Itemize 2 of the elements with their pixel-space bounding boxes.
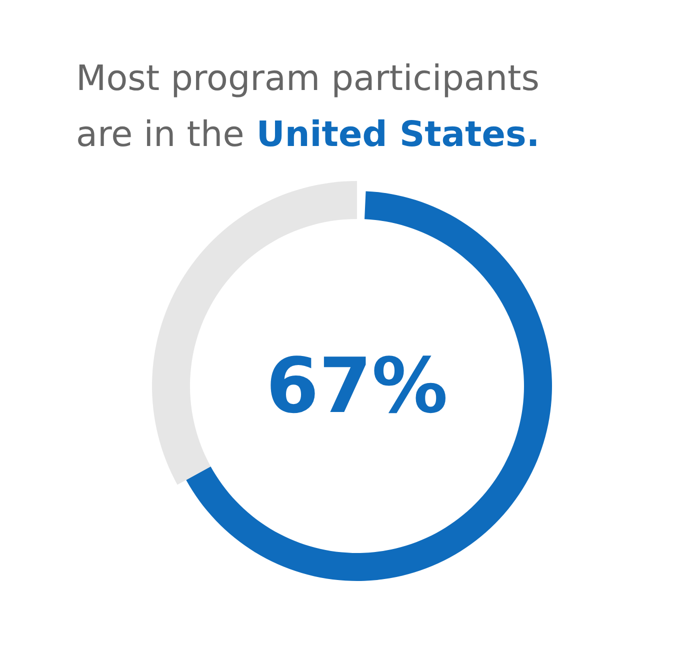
data-label: 67% — [266, 341, 448, 430]
chart-title: Most program participants are in the United States. — [76, 59, 540, 155]
